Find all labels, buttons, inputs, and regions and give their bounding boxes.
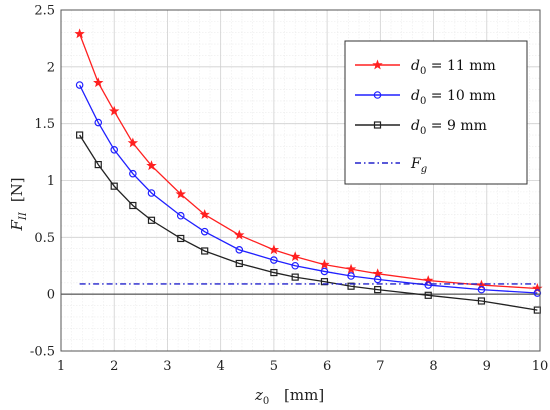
legend-entry-3: d0 = 9 mm xyxy=(355,118,487,137)
x-tick-label: 5 xyxy=(270,359,278,374)
data-point xyxy=(235,259,243,268)
y-tick-label: 0.5 xyxy=(34,231,55,246)
y-tick-label: 2 xyxy=(47,60,55,75)
data-point xyxy=(320,267,329,276)
tick-labels: 1 2 3 4 5 6 7 8 9 10 -0.5 0 0.5 1 1.5 2 2.5 xyxy=(30,4,548,375)
data-point xyxy=(94,118,103,127)
legend-marker xyxy=(372,59,383,70)
data-point xyxy=(127,137,139,148)
data-point xyxy=(319,259,330,270)
x-tick-label: 7 xyxy=(376,359,384,374)
data-point xyxy=(147,216,156,224)
legend-entry-1: d0 = 11 mm xyxy=(355,58,496,77)
data-point xyxy=(234,229,245,240)
legend-label: d0 = 10 mm xyxy=(411,88,496,107)
x-tick-label: 1 xyxy=(57,359,65,374)
data-point xyxy=(424,291,432,299)
y-tick-label: 2.5 xyxy=(34,4,55,19)
data-point xyxy=(94,160,102,169)
legend: d0 = 11 mm d0 = 10 mm d0 = 9 mm Fg xyxy=(344,40,528,185)
data-point xyxy=(270,268,278,277)
data-point xyxy=(76,131,84,139)
y-axis-label: FII[N] xyxy=(8,177,29,231)
data-point xyxy=(129,201,137,210)
data-point xyxy=(200,227,209,236)
data-point xyxy=(291,273,299,281)
data-point xyxy=(146,160,157,171)
data-point xyxy=(424,281,433,289)
data-point xyxy=(74,28,85,39)
y-tick-label: 0 xyxy=(47,288,55,303)
series-line xyxy=(79,134,538,311)
legend-entry-2: d0 = 10 mm xyxy=(355,88,496,107)
x-axis-label: z0 [mm] xyxy=(254,386,324,407)
data-point xyxy=(374,286,382,294)
legend-marker xyxy=(373,121,382,129)
data-point xyxy=(235,246,244,254)
data-point xyxy=(93,77,104,88)
data-point xyxy=(201,247,209,255)
x-tick-label: 9 xyxy=(483,359,491,374)
data-point xyxy=(345,263,357,274)
plot-frame xyxy=(60,9,541,352)
data-point xyxy=(110,146,119,154)
y-tick-label: 1.5 xyxy=(34,117,55,132)
x-tick-label: 6 xyxy=(323,359,331,374)
x-tick-label: 8 xyxy=(429,359,437,374)
series-layer xyxy=(74,28,543,314)
data-point xyxy=(176,211,185,220)
data-point xyxy=(477,285,486,294)
series-3 xyxy=(76,131,541,314)
legend-marker xyxy=(373,91,382,99)
data-point xyxy=(175,188,186,199)
data-point xyxy=(477,297,486,305)
legend-entry-4: Fg xyxy=(355,156,427,175)
series-2 xyxy=(75,81,542,297)
legend-label: d0 = 9 mm xyxy=(411,118,487,137)
data-point xyxy=(289,251,301,262)
data-point xyxy=(347,282,355,290)
axis-labels: z0 [mm] FII[N] xyxy=(8,177,324,407)
data-point xyxy=(533,289,542,297)
series-line xyxy=(79,84,538,294)
data-point xyxy=(109,105,120,116)
data-point xyxy=(177,234,185,243)
data-point xyxy=(147,189,156,197)
data-point xyxy=(291,261,299,270)
data-point xyxy=(268,244,280,255)
y-tick-label: -0.5 xyxy=(30,345,55,360)
legend-label: d0 = 11 mm xyxy=(411,58,496,77)
x-tick-label: 4 xyxy=(217,359,225,374)
data-point xyxy=(75,81,84,89)
data-point xyxy=(320,278,329,286)
legend-label: Fg xyxy=(410,156,427,175)
x-tick-label: 3 xyxy=(163,359,171,374)
data-point xyxy=(110,182,118,190)
series-line xyxy=(79,33,538,290)
y-tick-label: 1 xyxy=(47,174,55,189)
data-point xyxy=(373,275,382,284)
data-point xyxy=(199,209,210,220)
x-tick-label: 10 xyxy=(532,359,549,374)
plot-border xyxy=(60,9,541,352)
x-tick-label: 2 xyxy=(110,359,118,374)
data-point xyxy=(347,272,355,280)
data-point xyxy=(270,256,278,264)
data-point xyxy=(129,169,137,178)
